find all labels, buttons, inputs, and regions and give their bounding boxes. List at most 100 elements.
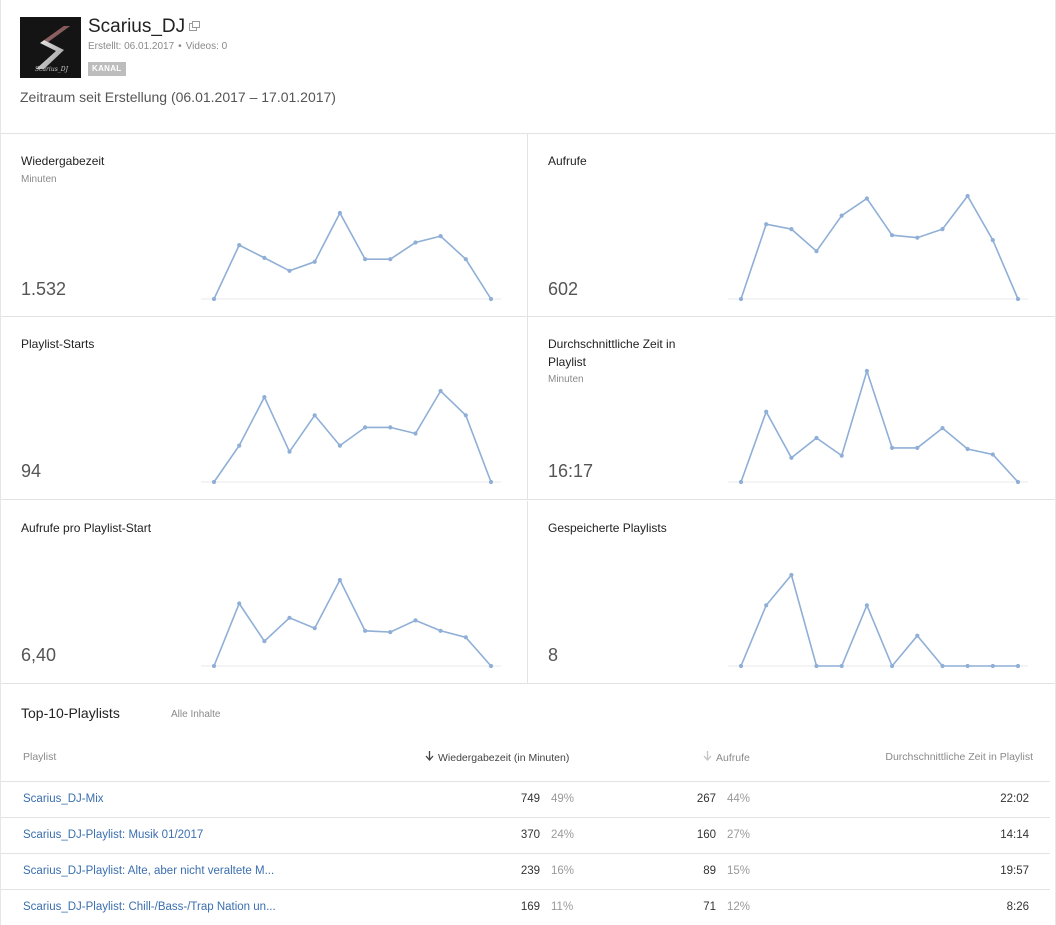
- sparkline-point[interactable]: [287, 449, 292, 454]
- sparkline-point[interactable]: [915, 445, 920, 450]
- sparkline-point[interactable]: [463, 413, 468, 418]
- sparkline-point[interactable]: [764, 409, 769, 414]
- sparkline-point[interactable]: [262, 639, 267, 644]
- sparkline-point[interactable]: [789, 227, 794, 232]
- table-row: Scarius_DJ-Playlist: Musik 01/2017 370 2…: [1, 818, 1050, 854]
- sparkline-point[interactable]: [839, 453, 844, 458]
- sparkline-point[interactable]: [940, 663, 945, 669]
- sparkline-point[interactable]: [1015, 663, 1021, 669]
- sparkline-point[interactable]: [789, 572, 794, 578]
- sparkline-point[interactable]: [363, 257, 368, 262]
- sparkline-point[interactable]: [237, 601, 242, 606]
- sparkline-point[interactable]: [890, 445, 895, 450]
- sparkline-point[interactable]: [764, 222, 769, 227]
- sparkline-point[interactable]: [363, 628, 368, 633]
- sparkline-point[interactable]: [211, 296, 217, 302]
- sparkline-point[interactable]: [438, 388, 443, 394]
- arrow-down-icon: [425, 751, 434, 761]
- channel-avatar[interactable]: Scarius_DJ: [20, 17, 81, 78]
- channel-name[interactable]: Scarius_DJ: [88, 16, 186, 37]
- column-header-avg-time[interactable]: Durchschnittliche Zeit in Playlist: [885, 751, 1033, 763]
- sparkline-point[interactable]: [312, 413, 317, 418]
- views-percent: 44%: [727, 793, 751, 805]
- sparkline-point[interactable]: [990, 663, 995, 669]
- sparkline-point[interactable]: [814, 249, 819, 254]
- sparkline-point[interactable]: [915, 633, 920, 638]
- metric-card-views-per-start[interactable]: Aufrufe pro Playlist-Start 6,40: [1, 501, 527, 684]
- sparkline-point[interactable]: [488, 296, 494, 302]
- sparkline-point[interactable]: [388, 257, 393, 262]
- sparkline-point[interactable]: [789, 455, 794, 460]
- sparkline-point[interactable]: [764, 603, 769, 608]
- sparkline-point[interactable]: [463, 257, 468, 262]
- playlist-link[interactable]: Scarius_DJ-Playlist: Alte, aber nicht ve…: [23, 865, 275, 877]
- sparkline-point[interactable]: [337, 577, 342, 583]
- metric-card-views[interactable]: Aufrufe 602: [527, 134, 1055, 317]
- sparkline-point[interactable]: [1015, 296, 1021, 302]
- top-playlists-scope[interactable]: Alle Inhalte: [171, 709, 221, 720]
- metric-value: 8: [548, 645, 559, 665]
- sparkline-point[interactable]: [990, 238, 995, 243]
- sparkline-point[interactable]: [890, 233, 895, 238]
- sparkline-point[interactable]: [413, 240, 418, 245]
- metric-card-watch-time[interactable]: Wiedergabezeit Minuten 1.532: [1, 134, 527, 317]
- sparkline-point[interactable]: [388, 425, 393, 430]
- sparkline-point[interactable]: [488, 663, 494, 669]
- sparkline-point[interactable]: [413, 431, 418, 436]
- column-header-playlist[interactable]: Playlist: [23, 751, 57, 763]
- avg-time-value: 19:57: [1000, 865, 1029, 877]
- playlist-link[interactable]: Scarius_DJ-Playlist: Musik 01/2017: [23, 829, 204, 841]
- sparkline-point[interactable]: [438, 234, 443, 239]
- sparkline-point[interactable]: [413, 618, 418, 623]
- sparkline-point[interactable]: [864, 196, 869, 201]
- metric-card-saved-playlists[interactable]: Gespeicherte Playlists 8: [527, 501, 1055, 684]
- playlist-link[interactable]: Scarius_DJ-Mix: [23, 793, 104, 805]
- sparkline-point[interactable]: [211, 479, 217, 485]
- sparkline-point[interactable]: [890, 663, 895, 669]
- sparkline-point[interactable]: [262, 255, 267, 260]
- sparkline-avg-time: [728, 368, 1028, 485]
- sparkline-point[interactable]: [211, 663, 217, 669]
- sparkline-point[interactable]: [312, 626, 317, 631]
- sparkline-point[interactable]: [965, 446, 970, 452]
- sparkline-point[interactable]: [388, 630, 393, 635]
- metric-card-avg-time[interactable]: Durchschnittliche Zeit in Playlist Minut…: [527, 317, 1055, 500]
- sparkline-point[interactable]: [738, 663, 744, 669]
- sparkline-point[interactable]: [337, 210, 342, 216]
- playlist-link[interactable]: Scarius_DJ-Playlist: Chill-/Bass-/Trap N…: [23, 901, 276, 913]
- views-percent: 27%: [727, 829, 751, 841]
- sparkline-point[interactable]: [864, 368, 869, 374]
- sparkline-point[interactable]: [940, 227, 945, 232]
- sparkline-point[interactable]: [839, 663, 844, 669]
- sparkline-point[interactable]: [940, 426, 945, 431]
- sparkline-point[interactable]: [237, 443, 242, 448]
- column-header-watch-time[interactable]: Wiedergabezeit (in Minuten): [425, 751, 569, 764]
- sparkline-point[interactable]: [438, 628, 443, 633]
- sparkline-point[interactable]: [814, 435, 819, 441]
- sparkline-point[interactable]: [312, 259, 317, 264]
- sparkline-point[interactable]: [237, 243, 242, 248]
- views-percent: 15%: [727, 865, 751, 877]
- sparkline-point[interactable]: [915, 235, 920, 240]
- sparkline-point[interactable]: [337, 443, 342, 448]
- sparkline-point[interactable]: [287, 268, 292, 273]
- sparkline-point[interactable]: [965, 663, 970, 669]
- column-header-views[interactable]: Aufrufe: [703, 751, 750, 764]
- sparkline-point[interactable]: [965, 193, 970, 199]
- sparkline-point[interactable]: [287, 615, 292, 620]
- sparkline-point[interactable]: [463, 635, 468, 640]
- avg-time-value: 14:14: [1000, 829, 1029, 841]
- sparkline-point[interactable]: [1015, 479, 1021, 485]
- sparkline-point[interactable]: [262, 395, 267, 400]
- sparkline-point[interactable]: [738, 296, 744, 302]
- sparkline-point[interactable]: [738, 479, 744, 485]
- sparkline-point[interactable]: [864, 603, 869, 608]
- sparkline-point[interactable]: [990, 452, 995, 457]
- sparkline-point[interactable]: [814, 663, 819, 669]
- sparkline-point[interactable]: [363, 425, 368, 430]
- channel-logo: [20, 17, 81, 78]
- sparkline-point[interactable]: [488, 479, 494, 485]
- external-link-icon[interactable]: [189, 21, 200, 31]
- sparkline-point[interactable]: [839, 213, 844, 218]
- metric-card-playlist-starts[interactable]: Playlist-Starts 94: [1, 317, 527, 500]
